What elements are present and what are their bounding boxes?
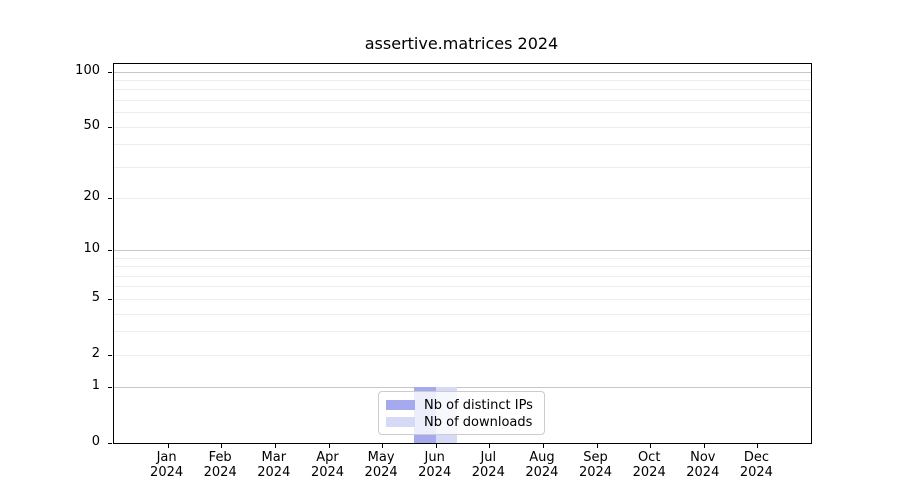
- y-tick-label: 100: [75, 62, 100, 78]
- minor-gridline: [114, 166, 811, 168]
- x-tick-label: Feb 2024: [203, 450, 237, 480]
- legend-item-distinct-ips: Nb of distinct IPs: [386, 397, 536, 413]
- minor-gridline: [114, 313, 811, 315]
- minor-gridline: [114, 257, 811, 259]
- x-tick-label: Jan 2024: [150, 450, 184, 480]
- x-tick-mark: [596, 444, 598, 448]
- major-gridline: [114, 250, 811, 251]
- x-tick-mark: [650, 444, 652, 448]
- x-tick-label: Jun 2024: [418, 450, 452, 480]
- x-tick-mark: [489, 444, 491, 448]
- minor-gridline: [114, 198, 811, 199]
- x-tick-mark: [542, 444, 544, 448]
- x-tick-mark: [274, 444, 276, 448]
- y-tick-mark: [108, 387, 112, 389]
- minor-gridline: [114, 80, 811, 81]
- legend: Nb of distinct IPs Nb of downloads: [378, 391, 545, 435]
- y-tick-label: 10: [83, 241, 100, 256]
- minor-gridline: [114, 275, 811, 277]
- x-tick-mark: [221, 444, 223, 448]
- minor-gridline: [114, 126, 811, 128]
- minor-gridline: [114, 112, 811, 114]
- y-tick-label: 0: [91, 434, 100, 449]
- y-tick-label: 50: [83, 117, 100, 133]
- y-tick-mark: [108, 443, 112, 444]
- x-tick-mark: [757, 444, 759, 448]
- chart-title: assertive.matrices 2024: [364, 34, 559, 53]
- y-tick-mark: [108, 71, 112, 73]
- minor-gridline: [114, 144, 811, 146]
- y-tick-label: 20: [83, 189, 100, 204]
- legend-label-downloads: Nb of downloads: [424, 414, 533, 430]
- minor-gridline: [114, 89, 811, 91]
- x-tick-mark: [703, 444, 705, 448]
- y-tick-mark: [108, 354, 112, 356]
- legend-item-downloads: Nb of downloads: [386, 414, 536, 430]
- x-tick-label: Nov 2024: [686, 450, 720, 480]
- x-tick-label: Oct 2024: [632, 450, 666, 480]
- x-tick-label: May 2024: [364, 450, 398, 480]
- minor-gridline: [114, 298, 811, 300]
- x-tick-mark: [382, 444, 384, 448]
- x-tick-mark: [328, 444, 330, 448]
- y-tick-label: 1: [91, 378, 100, 394]
- x-tick-mark: [167, 444, 169, 448]
- x-tick-label: Aug 2024: [525, 450, 559, 480]
- y-tick-label: 2: [91, 345, 100, 361]
- minor-gridline: [114, 354, 811, 356]
- y-tick-label: 5: [91, 289, 100, 305]
- x-axis: Jan 2024 Feb 2024 Mar 2024 Apr 2024 May 2024 Jun 20…: [113, 448, 810, 488]
- x-tick-label: Jul 2024: [471, 450, 505, 480]
- y-axis: 100 50 20 10 5 2 1 0: [0, 62, 107, 449]
- major-gridline: [114, 387, 811, 389]
- plot-area: [108, 63, 812, 448]
- x-tick-label: Apr 2024: [310, 450, 345, 480]
- x-tick-mark: [435, 444, 437, 448]
- y-tick-mark: [108, 298, 112, 300]
- minor-gridline: [114, 100, 811, 101]
- legend-label-distinct-ips: Nb of distinct IPs: [424, 397, 533, 413]
- legend-swatch-distinct-ips: [386, 400, 415, 410]
- major-gridline: [114, 71, 811, 73]
- x-tick-label: Sep 2024: [578, 450, 613, 480]
- minor-gridline: [114, 331, 811, 333]
- x-tick-label: Dec 2024: [739, 450, 773, 480]
- minor-gridline: [114, 266, 811, 268]
- y-tick-mark: [108, 250, 112, 251]
- y-tick-mark: [108, 126, 112, 128]
- y-tick-mark: [108, 198, 112, 199]
- x-tick-label: Mar 2024: [257, 450, 291, 480]
- minor-gridline: [114, 286, 811, 288]
- legend-swatch-downloads: [386, 417, 415, 427]
